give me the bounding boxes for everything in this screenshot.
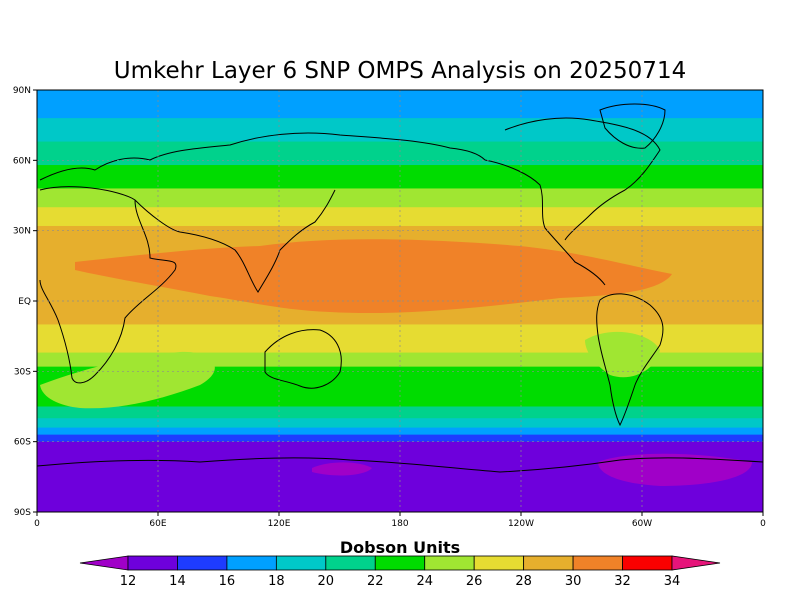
colorbar-tick-label: 26 bbox=[466, 574, 483, 589]
colorbar-swatch bbox=[226, 555, 277, 571]
low-value-patch-weddell bbox=[598, 453, 752, 486]
colorbar-swatch bbox=[177, 555, 228, 571]
lon-tick-label: 60W bbox=[632, 519, 652, 529]
graticule bbox=[37, 90, 763, 512]
colorbar-swatch bbox=[572, 555, 623, 571]
coastline-south-america bbox=[596, 293, 664, 427]
coastline-africa bbox=[39, 186, 177, 384]
coastline-australia bbox=[264, 329, 342, 389]
coastline-antarctica bbox=[37, 457, 763, 473]
latitude-axis: 90N 60N 30N EQ 30S 60S 90S bbox=[13, 86, 37, 518]
coastline-north-america bbox=[484, 117, 661, 286]
light-green-patch-south-atlantic bbox=[40, 351, 215, 409]
colorbar-swatch bbox=[127, 555, 178, 571]
low-value-patch-ross bbox=[312, 462, 372, 476]
colorbar-label: Dobson Units bbox=[340, 538, 460, 557]
colorbar-swatch bbox=[424, 555, 475, 571]
map-title: Umkehr Layer 6 SNP OMPS Analysis on 2025… bbox=[114, 58, 686, 84]
band-10 bbox=[37, 406, 763, 419]
colorbar-swatch bbox=[523, 555, 574, 571]
lon-tick-label: 120W bbox=[508, 519, 534, 529]
colorbar-tick-label: 12 bbox=[120, 574, 137, 589]
lat-tick-label: 60N bbox=[13, 156, 31, 166]
coastlines bbox=[37, 103, 763, 473]
colorbar-swatch bbox=[325, 555, 376, 571]
colorbar-swatch bbox=[374, 555, 426, 571]
band-2 bbox=[37, 141, 763, 166]
coastline-europe-asia bbox=[39, 132, 486, 293]
field-features bbox=[40, 239, 752, 486]
lon-tick-label: 0 bbox=[760, 519, 766, 529]
lat-tick-label: EQ bbox=[18, 297, 31, 307]
high-value-band bbox=[75, 239, 672, 314]
colorbar-tick-label: 20 bbox=[318, 574, 335, 589]
band-8 bbox=[37, 352, 763, 368]
colorbar-swatch bbox=[275, 555, 327, 571]
lat-tick-label: 60S bbox=[14, 438, 31, 448]
colorbar-low-arrow bbox=[79, 555, 129, 571]
colorbar-tick-label: 24 bbox=[416, 574, 433, 589]
colorbar-tick-label: 34 bbox=[664, 574, 681, 589]
lat-tick-label: 30N bbox=[13, 227, 31, 237]
coastline-greenland bbox=[599, 103, 666, 149]
lat-tick-label: 90N bbox=[13, 86, 31, 96]
longitude-axis: 0 60E 120E 180 120W 60W 0 bbox=[34, 512, 766, 529]
lat-tick-label: 30S bbox=[14, 367, 31, 377]
colorbar-tick-label: 16 bbox=[219, 574, 236, 589]
lon-tick-label: 180 bbox=[391, 519, 408, 529]
colorbar-tick-label: 28 bbox=[515, 574, 532, 589]
lat-tick-label: 90S bbox=[14, 508, 31, 518]
band-13 bbox=[37, 434, 763, 443]
band-0 bbox=[37, 90, 763, 119]
light-green-patch-south-america bbox=[585, 331, 660, 378]
colorbar-tick-label: 22 bbox=[367, 574, 384, 589]
band-11 bbox=[37, 418, 763, 429]
lon-tick-label: 0 bbox=[34, 519, 40, 529]
band-4 bbox=[37, 188, 763, 208]
ozone-map bbox=[37, 90, 763, 512]
colorbar-swatch bbox=[622, 555, 673, 571]
colorbar-tick-label: 18 bbox=[268, 574, 285, 589]
colorbar-tick-label: 14 bbox=[169, 574, 186, 589]
colorbar-tick-label: 32 bbox=[614, 574, 631, 589]
lon-tick-label: 60E bbox=[149, 519, 166, 529]
colorbar: 12 14 16 18 20 22 24 26 28 30 32 34 bbox=[79, 555, 721, 589]
lon-tick-label: 120E bbox=[268, 519, 291, 529]
colorbar-tick-label: 30 bbox=[565, 574, 582, 589]
colorbar-high-arrow bbox=[671, 555, 721, 571]
colorbar-swatch bbox=[473, 555, 525, 571]
